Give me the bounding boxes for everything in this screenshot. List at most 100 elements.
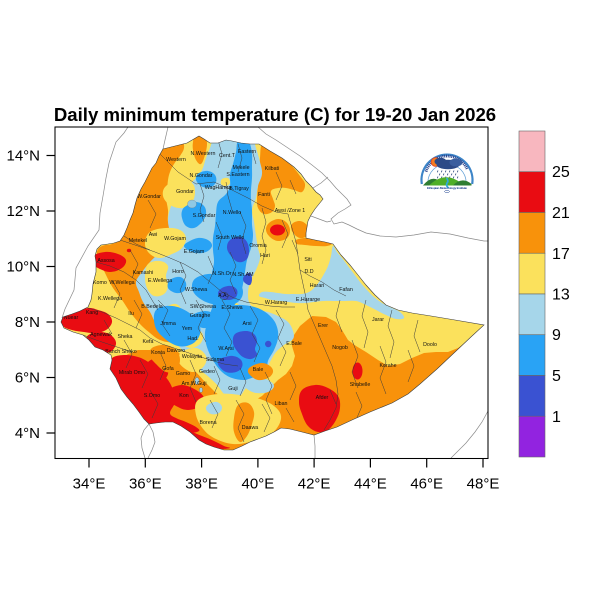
svg-text:W.Arsi: W.Arsi [218,346,233,352]
svg-text:Western: Western [166,157,186,163]
svg-text:13: 13 [552,287,570,304]
svg-text:Awi: Awi [149,232,157,238]
svg-text:46°E: 46°E [410,476,443,493]
svg-text:38°E: 38°E [185,476,218,493]
svg-text:5: 5 [552,368,561,385]
svg-text:14°N: 14°N [6,148,40,165]
svg-text:Erer: Erer [318,323,328,329]
svg-text:South Wello: South Wello [216,235,245,241]
svg-text:44°E: 44°E [354,476,387,493]
svg-text:Awsi /Zone 1: Awsi /Zone 1 [275,208,306,214]
svg-text:A.A.: A.A. [218,293,228,299]
svg-text:Daawa: Daawa [242,425,259,431]
svg-text:1: 1 [552,409,561,426]
svg-text:K.Wellega: K.Wellega [98,296,122,302]
svg-text:W.Gondar: W.Gondar [137,194,161,200]
svg-text:Guraghe: Guraghe [190,313,211,319]
svg-text:S.Omo: S.Omo [144,393,161,399]
svg-text:Jimma: Jimma [160,321,176,327]
svg-text:Ilu: Ilu [128,311,134,317]
svg-text:Gondar: Gondar [176,189,194,195]
svg-text:N.Sh.AM: N.Sh.AM [232,272,253,278]
svg-text:Nogob: Nogob [332,345,348,351]
svg-text:N.Sh.Or: N.Sh.Or [212,271,231,277]
svg-text:Konta: Konta [151,350,165,356]
svg-text:E.Bale: E.Bale [286,341,302,347]
svg-text:S.Gondar: S.Gondar [193,213,216,219]
svg-text:Nuear: Nuear [64,315,79,321]
svg-text:Korahe: Korahe [379,363,396,369]
svg-text:Borena: Borena [199,420,216,426]
svg-text:N.Gondar: N.Gondar [190,173,213,179]
svg-text:E.Wellega: E.Wellega [148,278,172,284]
svg-text:Mirab Omo: Mirab Omo [119,370,145,376]
svg-text:Hari: Hari [260,253,270,259]
svg-text:Sheka: Sheka [117,334,132,340]
svg-text:17: 17 [552,246,570,263]
svg-text:10°N: 10°N [6,259,40,276]
svg-text:Mekele: Mekele [232,165,249,171]
svg-text:Siti: Siti [304,257,311,263]
svg-text:21: 21 [552,205,570,222]
svg-text:Had.: Had. [187,336,198,342]
svg-text:4°N: 4°N [15,425,40,442]
svg-text:Sidama: Sidama [206,357,224,363]
svg-text:E.Gojam: E.Gojam [184,249,205,255]
svg-text:Kilbati: Kilbati [265,166,279,172]
svg-text:Gofa: Gofa [162,366,174,372]
svg-text:8°N: 8°N [15,314,40,331]
svg-text:Kang: Kang [86,310,98,316]
svg-text:B.Tigray: B.Tigray [229,186,249,192]
svg-text:M.Komo: M.Komo [87,280,107,286]
svg-text:Liban: Liban [275,401,288,407]
svg-text:Gedeo: Gedeo [199,369,215,375]
svg-text:Bale: Bale [253,367,264,373]
svg-text:E.Hararge: E.Hararge [296,297,320,303]
svg-text:Arsi: Arsi [242,321,251,327]
svg-text:12°N: 12°N [6,203,40,220]
svg-text:40°E: 40°E [242,476,275,493]
svg-text:WagHamra: WagHamra [205,185,232,191]
svg-text:Ethiopian Meteorology Institut: Ethiopian Meteorology Institute [427,186,467,190]
svg-text:Fanti: Fanti [258,192,270,198]
svg-text:Dawuro: Dawuro [167,348,185,354]
svg-text:W.Gojam: W.Gojam [164,236,186,242]
svg-text:Horo: Horo [172,269,184,275]
svg-text:Shabelle: Shabelle [350,382,371,388]
svg-text:34°E: 34°E [73,476,106,493]
svg-text:Doolo: Doolo [423,342,437,348]
svg-text:Agnewak: Agnewak [90,332,112,338]
svg-text:Am.W.Guji: Am.W.Guji [181,381,206,387]
svg-text:Afder: Afder [316,395,329,401]
svg-text:Guji: Guji [228,386,237,392]
svg-text:N.Western: N.Western [191,151,216,157]
svg-text:Banch Sheko: Banch Sheko [105,349,137,355]
svg-text:Harari: Harari [310,283,324,289]
svg-text:Kon: Kon [179,393,188,399]
svg-text:W.Wellega: W.Wellega [109,280,134,286]
svg-text:42°E: 42°E [298,476,331,493]
svg-text:Assosa: Assosa [97,258,114,264]
svg-text:Metekel: Metekel [129,238,148,244]
svg-text:36°E: 36°E [129,476,162,493]
svg-text:Eastern: Eastern [238,149,256,155]
svg-text:E.Shewa: E.Shewa [221,305,242,311]
svg-text:B.Bedela: B.Bedela [141,304,163,310]
svg-text:Gamo: Gamo [176,371,190,377]
svg-text:Daily minimum temperature (C): Daily minimum temperature (C) for 19-20 … [54,104,496,125]
svg-text:W.Hararg: W.Hararg [265,300,287,306]
svg-text:6°N: 6°N [15,370,40,387]
svg-text:Cent.T: Cent.T [219,153,236,159]
svg-text:Kefa: Kefa [143,339,154,345]
svg-text:Oromia: Oromia [249,243,266,249]
svg-text:Yem: Yem [182,326,193,332]
svg-text:25: 25 [552,164,570,181]
svg-text:9: 9 [552,327,561,344]
svg-text:Fafan: Fafan [339,287,353,293]
svg-text:Jarar: Jarar [372,317,384,323]
svg-text:SW.Shewa: SW.Shewa [190,304,216,310]
svg-text:D.D: D.D [304,269,313,275]
svg-text:W.Shewa: W.Shewa [185,287,207,293]
svg-text:48°E: 48°E [467,476,500,493]
svg-text:Kamashi: Kamashi [133,270,154,276]
